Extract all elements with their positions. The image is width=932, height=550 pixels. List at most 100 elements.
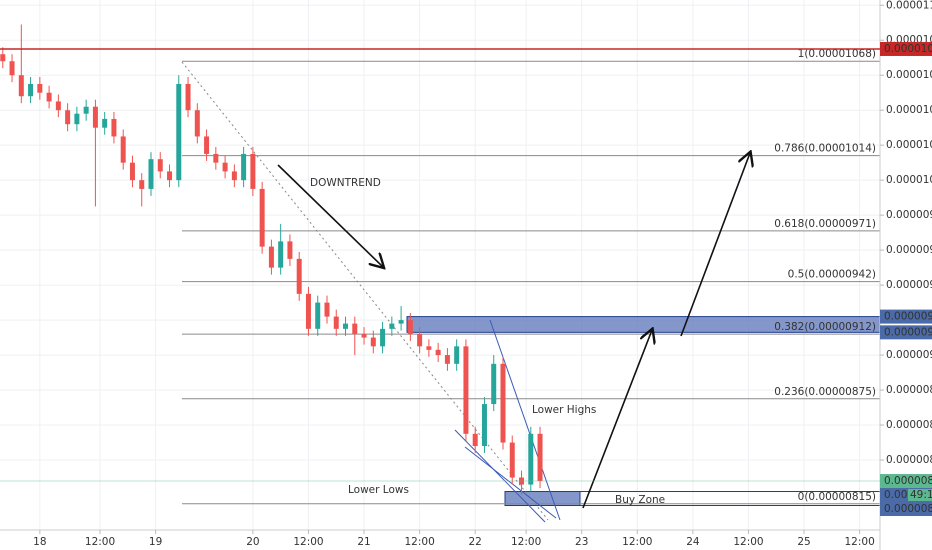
- fib-label: 0.382(0.00000912): [774, 321, 876, 333]
- candle-body: [102, 118, 108, 128]
- x-tick-label: 12:00: [85, 536, 115, 548]
- zones: [406, 316, 881, 507]
- candle-body: [28, 83, 34, 97]
- x-tick-label: 12:00: [511, 536, 541, 548]
- candle-body: [74, 113, 80, 125]
- candle-body: [157, 159, 163, 172]
- x-tick-label: 12:00: [404, 536, 434, 548]
- candle-body: [296, 258, 302, 294]
- price-label: 0.00000812: [884, 503, 932, 515]
- y-tick-label: 0.00000840: [886, 454, 932, 466]
- y-tick-label: 0.00000860: [886, 419, 932, 431]
- candle-body: [389, 323, 395, 329]
- y-tick-label: 0.00000880: [886, 384, 932, 396]
- candle-body: [65, 110, 71, 125]
- price-label: 0.00000828: [884, 475, 932, 487]
- annotation: Lower Lows: [348, 484, 409, 496]
- candle-body: [315, 302, 321, 329]
- y-tick-label: 0.00001060: [886, 69, 932, 81]
- x-tick-label: 20: [246, 536, 259, 548]
- fib-levels: 1(0.00001068) 0.786(0.00001014) 0.618(0.00…: [182, 48, 880, 505]
- candle-body: [176, 83, 182, 181]
- y-tick-label: 0.00001100: [886, 0, 932, 11]
- annotation: Buy Zone: [615, 494, 665, 506]
- x-tick-label: 21: [357, 536, 370, 548]
- candle-body: [213, 153, 219, 163]
- price-label-box: [880, 41, 932, 56]
- x-tick-label: 12:00: [844, 536, 874, 548]
- y-tick-label: 0.00001000: [886, 174, 932, 186]
- fib-label: 0.5(0.00000942): [788, 269, 876, 281]
- candle-body: [417, 334, 423, 347]
- x-tick-label: 12:00: [293, 536, 323, 548]
- candle-body: [352, 323, 358, 335]
- x-tick-label: 24: [686, 536, 700, 548]
- candle-body: [9, 61, 15, 76]
- candle-body: [167, 171, 173, 181]
- candle-body: [0, 54, 6, 62]
- arrow: [277, 164, 383, 267]
- candle-body: [426, 346, 432, 350]
- x-tick-label: 12:00: [733, 536, 763, 548]
- fib-label: 1(0.00001068): [798, 48, 876, 60]
- y-tick-label: 0.00000960: [886, 244, 932, 256]
- price-label-box: [880, 325, 932, 340]
- candle-body: [509, 442, 515, 478]
- candle-body: [92, 106, 98, 128]
- fib-label: 0.786(0.00001014): [774, 143, 876, 155]
- x-tick-label: 22: [469, 536, 482, 548]
- arrow: [582, 330, 652, 509]
- candle-body: [231, 171, 237, 181]
- candle-body: [287, 241, 293, 259]
- candle-body: [241, 153, 247, 181]
- x-tick-label: 12:00: [622, 536, 652, 548]
- candle-body: [500, 363, 506, 443]
- candle-body: [491, 363, 497, 405]
- candle-body: [194, 110, 200, 137]
- x-tick-label: 25: [797, 536, 810, 548]
- candle-body: [185, 83, 191, 111]
- candle-body: [463, 346, 469, 434]
- candle-body: [37, 83, 43, 93]
- candle-body: [398, 320, 404, 324]
- candle-body: [444, 355, 450, 364]
- countdown-box: [908, 489, 932, 502]
- candle-body: [324, 302, 330, 317]
- price-label: 0.00001075: [884, 43, 932, 55]
- candle-body: [305, 293, 311, 329]
- candle-body: [435, 349, 441, 356]
- annotation: DOWNTREND: [310, 177, 381, 189]
- y-tick-label: 0.00001040: [886, 104, 932, 116]
- candle-body: [361, 334, 367, 338]
- candle-body: [528, 433, 534, 485]
- y-tick-label: 0.00000980: [886, 209, 932, 221]
- fib-label: 0.618(0.00000971): [774, 218, 876, 230]
- x-tick-label: 23: [575, 536, 588, 548]
- price-label: 0.00000913: [884, 326, 932, 338]
- candles: [0, 24, 543, 496]
- candle-body: [250, 153, 256, 189]
- candle-body: [222, 162, 228, 172]
- candle-body: [268, 246, 274, 268]
- candle-body: [83, 106, 89, 114]
- candle-body: [370, 337, 376, 347]
- candle-body: [148, 159, 154, 189]
- fib-label: 0(0.00000815): [798, 491, 876, 503]
- arrow: [680, 153, 750, 337]
- y-tick-label: 0.00001020: [886, 139, 932, 151]
- grid: [0, 0, 880, 530]
- price-label: 0.00000922: [884, 311, 932, 323]
- candle-body: [380, 328, 386, 347]
- y-tick-label: 0.00000900: [886, 349, 932, 361]
- candle-body: [55, 101, 61, 111]
- candle-body: [204, 136, 210, 154]
- candle-body: [537, 433, 543, 482]
- trend-line: [464, 446, 557, 519]
- candle-body: [46, 92, 52, 102]
- price-label-box: [880, 309, 932, 324]
- x-tick-label: 18: [33, 536, 46, 548]
- y-tick-label: 0.00000940: [886, 279, 932, 291]
- candle-body: [278, 241, 284, 268]
- trend-line: [181, 61, 549, 521]
